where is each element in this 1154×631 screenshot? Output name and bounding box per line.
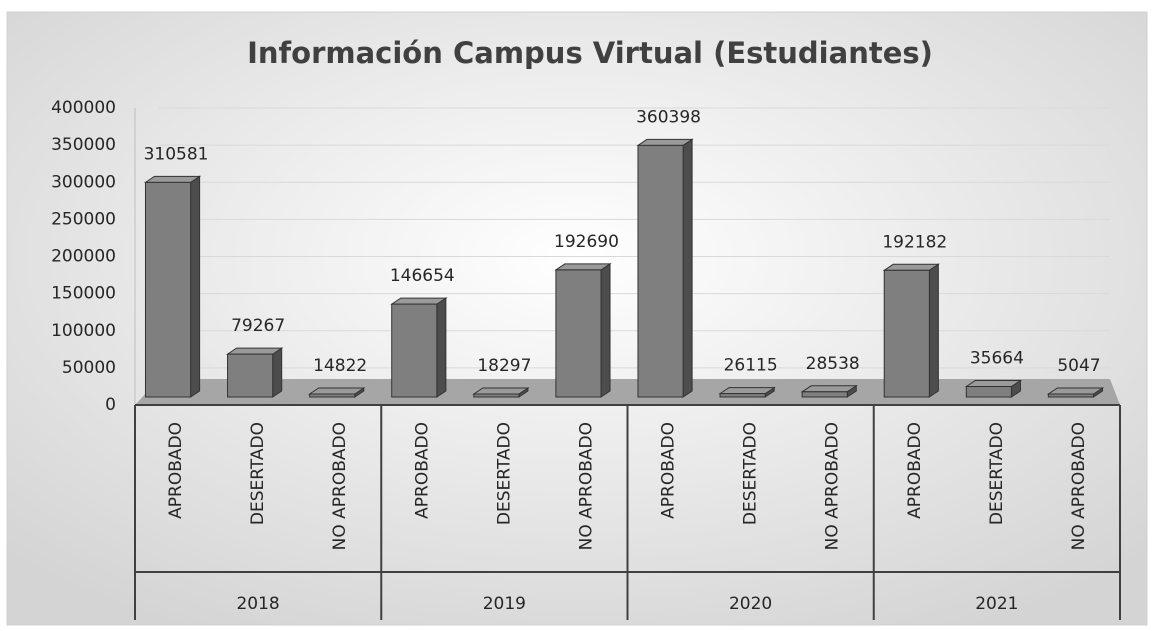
- group-label: 2019: [483, 594, 526, 614]
- data-label: 146654: [390, 266, 455, 286]
- data-label: 14822: [313, 356, 367, 376]
- y-tick-label: 200000: [51, 247, 116, 267]
- bar-side: [928, 263, 939, 398]
- data-label: 360398: [636, 107, 701, 127]
- bar: [144, 181, 192, 398]
- x-tick-label: NO APROBADO: [330, 422, 350, 550]
- y-tick-label: 100000: [51, 321, 116, 341]
- data-label: 18297: [477, 356, 531, 376]
- bar: [965, 386, 1012, 398]
- data-label: 5047: [1057, 356, 1100, 376]
- bar: [637, 144, 684, 398]
- x-tick-label: APROBADO: [166, 422, 186, 519]
- bar: [883, 269, 930, 398]
- bar-top: [143, 175, 202, 183]
- group-label: 2021: [975, 594, 1018, 614]
- x-tick-label: APROBADO: [412, 422, 432, 519]
- bar-top: [307, 387, 366, 395]
- bar-top: [718, 387, 776, 395]
- chart-title: Información Campus Virtual (Estudiantes): [247, 36, 933, 70]
- data-label: 79267: [231, 316, 285, 336]
- floor: [135, 379, 1120, 405]
- bar-top: [882, 263, 941, 271]
- bar-top: [636, 138, 694, 146]
- x-tick-label: DESERTADO: [741, 422, 761, 525]
- data-label: 310581: [144, 144, 209, 164]
- bar-top: [472, 387, 530, 395]
- y-tick-label: 150000: [51, 284, 116, 304]
- bar: [391, 303, 438, 398]
- group-label: 2018: [236, 594, 279, 614]
- x-tick-label: NO APROBADO: [576, 422, 596, 550]
- bar: [1047, 393, 1095, 398]
- x-tick-label: DESERTADO: [248, 422, 268, 525]
- bar-top: [1046, 387, 1105, 395]
- x-tick-label: APROBADO: [659, 422, 679, 519]
- bar-top: [800, 385, 858, 393]
- bar: [801, 391, 848, 398]
- bar-side: [272, 347, 283, 398]
- data-label: 192182: [882, 232, 947, 252]
- x-tick-label: NO APROBADO: [1069, 422, 1089, 550]
- y-tick-label: 250000: [51, 209, 116, 229]
- bar-top: [964, 380, 1023, 388]
- data-label: 35664: [970, 349, 1024, 369]
- bar-top: [225, 347, 284, 355]
- bar-side: [436, 297, 447, 398]
- group-label: 2020: [729, 594, 772, 614]
- y-tick-label: 300000: [51, 172, 116, 192]
- y-tick-label: 50000: [62, 358, 116, 378]
- data-label: 192690: [554, 232, 619, 252]
- bar-side: [682, 138, 693, 398]
- bar: [309, 393, 356, 398]
- y-tick-label: 350000: [51, 135, 116, 155]
- bar: [719, 393, 766, 398]
- bar-side: [600, 262, 611, 398]
- data-label: 28538: [806, 354, 860, 374]
- bar-top: [390, 297, 448, 305]
- bar: [227, 353, 274, 398]
- x-tick-label: APROBADO: [905, 422, 925, 519]
- bar: [555, 269, 602, 398]
- x-tick-label: NO APROBADO: [823, 422, 843, 550]
- y-tick-label: 400000: [51, 98, 116, 118]
- data-label: 26115: [724, 356, 778, 376]
- x-tick-label: DESERTADO: [987, 422, 1007, 525]
- bar-side: [190, 175, 201, 398]
- x-tick-label: DESERTADO: [494, 422, 514, 525]
- bar: [473, 393, 520, 398]
- y-tick-label: 0: [105, 395, 116, 415]
- bar-top: [554, 263, 612, 271]
